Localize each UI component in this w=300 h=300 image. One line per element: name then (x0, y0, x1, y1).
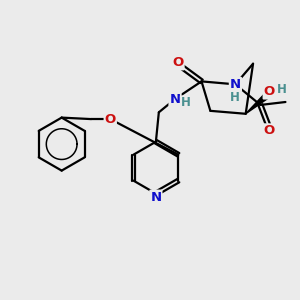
Text: O: O (172, 56, 184, 69)
Text: N: N (230, 78, 241, 91)
Text: O: O (264, 124, 275, 137)
Text: N: N (169, 93, 181, 106)
Text: H: H (230, 91, 240, 104)
Text: H: H (277, 82, 287, 95)
Text: O: O (105, 112, 116, 126)
Text: N: N (150, 190, 161, 204)
Polygon shape (246, 93, 269, 114)
Text: O: O (264, 85, 275, 98)
Text: H: H (180, 96, 190, 109)
